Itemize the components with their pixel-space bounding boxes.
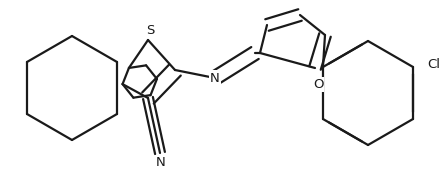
Text: N: N xyxy=(210,71,220,84)
Text: N: N xyxy=(156,156,166,170)
Text: O: O xyxy=(313,78,323,91)
Text: S: S xyxy=(146,24,154,36)
Text: Cl: Cl xyxy=(427,58,440,71)
